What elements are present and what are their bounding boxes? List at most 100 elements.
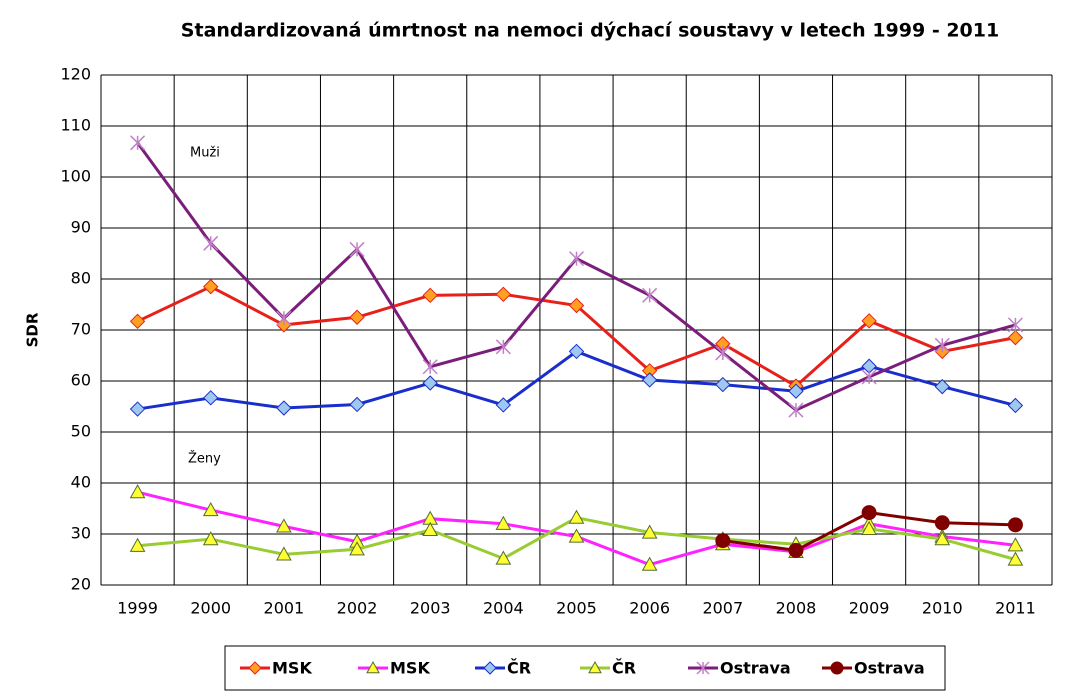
marker: [641, 556, 658, 571]
marker: [696, 661, 710, 675]
y-tick-label: 70: [71, 320, 91, 339]
y-tick-label: 90: [71, 218, 91, 237]
marker: [276, 400, 292, 416]
marker: [861, 520, 877, 535]
y-axis-label: SDR: [24, 312, 42, 347]
marker: [203, 235, 219, 251]
marker: [1007, 537, 1024, 552]
marker: [568, 343, 585, 360]
legend-label: MSK: [390, 659, 430, 678]
marker: [715, 345, 731, 361]
marker: [861, 505, 877, 521]
marker: [830, 661, 844, 675]
series-line: [136, 141, 1016, 412]
series-line: [137, 349, 1016, 411]
marker: [934, 531, 951, 546]
marker: [202, 531, 219, 546]
x-tick-label: 2006: [629, 599, 670, 618]
marker: [248, 661, 262, 675]
marker: [788, 402, 804, 418]
x-tick-label: 1999: [117, 599, 158, 618]
series-line: [137, 490, 1016, 567]
chart-title: Standardizovaná úmrtnost na nemoci dýcha…: [181, 20, 999, 42]
marker: [495, 339, 511, 355]
marker: [129, 484, 146, 499]
y-tick-label: 30: [71, 524, 91, 543]
legend-label: ČR: [507, 659, 531, 678]
marker: [861, 313, 877, 329]
marker: [1007, 329, 1024, 346]
marker: [715, 376, 731, 393]
legend-label: Ostrava: [720, 659, 791, 678]
y-tick-label: 110: [60, 116, 91, 135]
marker: [366, 660, 380, 674]
marker: [568, 509, 585, 524]
marker: [1007, 517, 1023, 533]
marker: [349, 396, 365, 413]
marker: [1007, 397, 1024, 414]
x-tick-label: 2002: [337, 599, 378, 618]
y-tick-label: 40: [71, 473, 91, 492]
marker: [788, 383, 804, 399]
x-tick-label: 2007: [702, 599, 743, 618]
x-tick-label: 2001: [264, 599, 305, 618]
marker: [130, 135, 146, 151]
x-tick-label: 2009: [849, 599, 890, 618]
marker: [1007, 551, 1024, 566]
marker: [934, 378, 950, 395]
marker: [276, 518, 292, 533]
y-tick-label: 20: [71, 575, 91, 594]
x-tick-label: 2010: [922, 599, 963, 618]
marker: [276, 546, 292, 561]
marker: [495, 515, 512, 530]
marker: [642, 287, 658, 303]
marker: [715, 533, 731, 549]
legend-label: ČR: [612, 659, 636, 678]
marker: [349, 541, 365, 556]
marker: [349, 241, 365, 257]
marker: [1007, 317, 1023, 333]
marker: [568, 528, 585, 543]
marker: [483, 661, 497, 675]
annotation: Ženy: [188, 451, 221, 467]
marker: [129, 313, 146, 330]
marker: [641, 524, 658, 539]
marker: [495, 397, 512, 413]
marker: [203, 278, 219, 295]
marker: [495, 550, 512, 565]
y-tick-label: 60: [71, 371, 91, 390]
marker: [568, 251, 585, 267]
marker: [129, 401, 146, 417]
marker: [861, 369, 877, 385]
marker: [588, 660, 602, 674]
marker: [203, 390, 219, 406]
marker: [202, 502, 219, 517]
x-tick-label: 2005: [556, 599, 597, 618]
x-tick-label: 2011: [995, 599, 1036, 618]
marker: [349, 309, 365, 325]
marker: [422, 359, 438, 375]
marker: [641, 372, 658, 388]
marker: [276, 310, 292, 326]
legend-label: MSK: [272, 659, 312, 678]
x-tick-label: 2000: [190, 599, 231, 618]
marker: [422, 287, 438, 304]
marker: [422, 521, 439, 537]
y-tick-label: 50: [71, 422, 91, 441]
marker: [934, 515, 950, 531]
marker: [129, 537, 146, 552]
x-tick-label: 2004: [483, 599, 524, 618]
y-tick-label: 100: [60, 167, 91, 186]
legend-label: Ostrava: [854, 659, 925, 678]
annotation: Muži: [190, 146, 220, 161]
marker: [788, 542, 804, 558]
y-tick-label: 80: [71, 269, 91, 288]
marker: [495, 286, 512, 303]
y-tick-label: 120: [60, 65, 91, 84]
x-tick-label: 2003: [410, 599, 451, 618]
marker: [568, 297, 585, 314]
x-tick-label: 2008: [776, 599, 817, 618]
marker: [422, 375, 438, 391]
marker: [934, 337, 950, 353]
